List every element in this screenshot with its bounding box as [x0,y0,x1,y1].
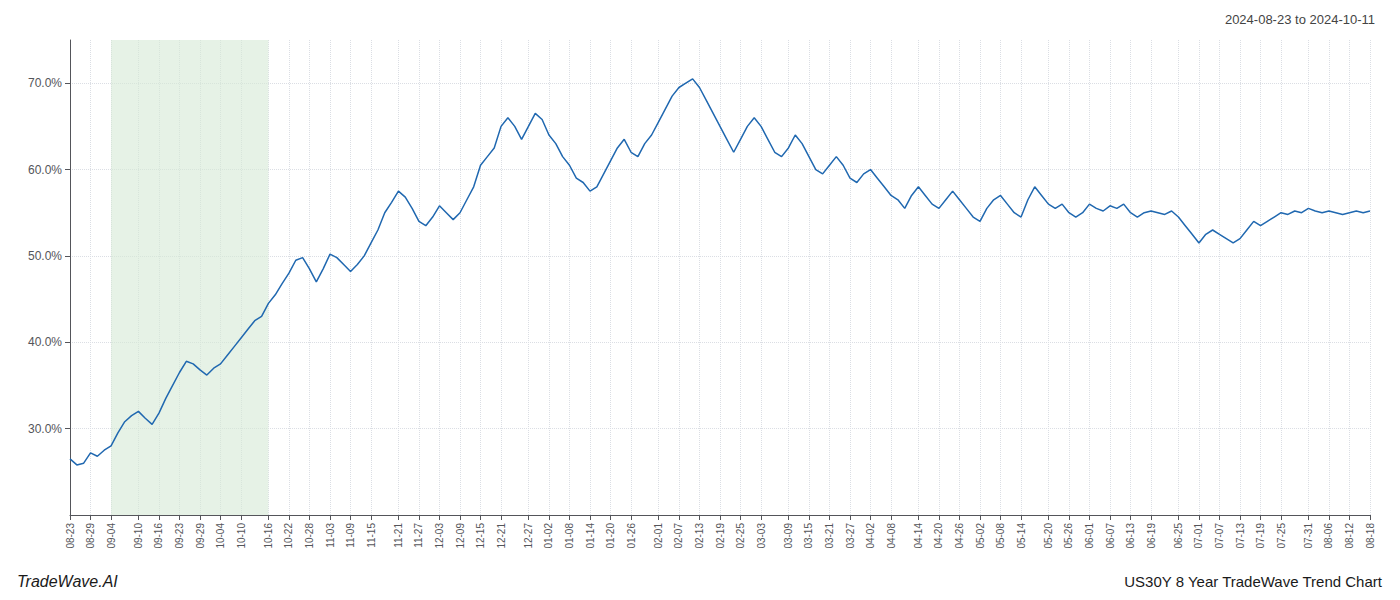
svg-text:12-27: 12-27 [523,523,534,549]
svg-text:08-06: 08-06 [1323,523,1334,549]
svg-text:10-04: 10-04 [215,523,226,549]
svg-text:02-13: 02-13 [694,523,705,549]
svg-text:11-21: 11-21 [393,523,404,548]
svg-text:03-21: 03-21 [824,523,835,549]
svg-text:04-20: 04-20 [933,523,944,549]
svg-text:04-02: 04-02 [865,523,876,549]
svg-text:70.0%: 70.0% [28,76,62,90]
svg-text:10-28: 10-28 [304,523,315,549]
svg-text:06-01: 06-01 [1084,523,1095,549]
svg-text:01-08: 01-08 [564,523,575,549]
svg-text:08-18: 08-18 [1365,523,1376,549]
svg-text:06-19: 06-19 [1146,523,1157,549]
svg-text:07-07: 07-07 [1214,523,1225,549]
svg-text:06-07: 06-07 [1105,523,1116,549]
svg-text:01-20: 01-20 [605,523,616,549]
svg-text:11-03: 11-03 [325,523,336,548]
svg-text:09-04: 09-04 [106,523,117,549]
svg-text:02-25: 02-25 [735,523,746,549]
svg-text:04-26: 04-26 [954,523,965,549]
svg-text:01-14: 01-14 [585,523,596,549]
svg-text:10-16: 10-16 [263,523,274,549]
svg-text:04-08: 04-08 [886,523,897,549]
svg-text:06-13: 06-13 [1125,523,1136,549]
svg-text:11-27: 11-27 [413,523,424,548]
svg-text:03-09: 03-09 [783,523,794,549]
svg-text:06-25: 06-25 [1173,523,1184,549]
svg-text:07-13: 07-13 [1235,523,1246,549]
svg-text:2024-08-23 to 2024-10-11: 2024-08-23 to 2024-10-11 [1225,12,1375,27]
svg-text:05-26: 05-26 [1063,523,1074,549]
svg-text:09-16: 09-16 [153,523,164,549]
svg-text:09-10: 09-10 [133,523,144,549]
svg-text:30.0%: 30.0% [28,422,62,436]
svg-text:11-15: 11-15 [366,523,377,548]
svg-text:09-23: 09-23 [174,523,185,549]
svg-text:02-01: 02-01 [653,523,664,549]
svg-text:04-14: 04-14 [913,523,924,549]
svg-text:07-01: 07-01 [1193,523,1204,549]
svg-text:03-03: 03-03 [756,523,767,549]
svg-text:TradeWave.AI: TradeWave.AI [17,573,118,590]
svg-text:07-31: 07-31 [1303,523,1314,549]
svg-text:12-15: 12-15 [475,523,486,549]
svg-text:60.0%: 60.0% [28,163,62,177]
svg-text:05-14: 05-14 [1016,523,1027,549]
svg-text:05-02: 05-02 [975,523,986,549]
svg-text:07-19: 07-19 [1255,523,1266,549]
svg-text:01-02: 01-02 [543,523,554,549]
svg-text:02-07: 02-07 [673,523,684,549]
svg-text:05-20: 05-20 [1043,523,1054,549]
svg-text:07-25: 07-25 [1276,523,1287,549]
svg-text:09-29: 09-29 [195,523,206,549]
svg-text:10-10: 10-10 [236,523,247,549]
svg-text:40.0%: 40.0% [28,335,62,349]
svg-text:08-29: 08-29 [85,523,96,549]
svg-text:12-03: 12-03 [434,523,445,549]
svg-text:03-27: 03-27 [845,523,856,549]
svg-text:02-19: 02-19 [715,523,726,549]
svg-text:05-08: 05-08 [995,523,1006,549]
svg-text:08-12: 08-12 [1344,523,1355,549]
svg-text:12-09: 12-09 [455,523,466,549]
svg-text:08-23: 08-23 [65,523,76,549]
svg-text:50.0%: 50.0% [28,249,62,263]
svg-text:12-21: 12-21 [496,523,507,549]
svg-text:10-22: 10-22 [283,523,294,549]
svg-text:01-26: 01-26 [626,523,637,549]
svg-text:11-09: 11-09 [345,523,356,548]
svg-text:03-15: 03-15 [803,523,814,549]
svg-text:US30Y 8 Year TradeWave Trend C: US30Y 8 Year TradeWave Trend Chart [1124,573,1382,590]
